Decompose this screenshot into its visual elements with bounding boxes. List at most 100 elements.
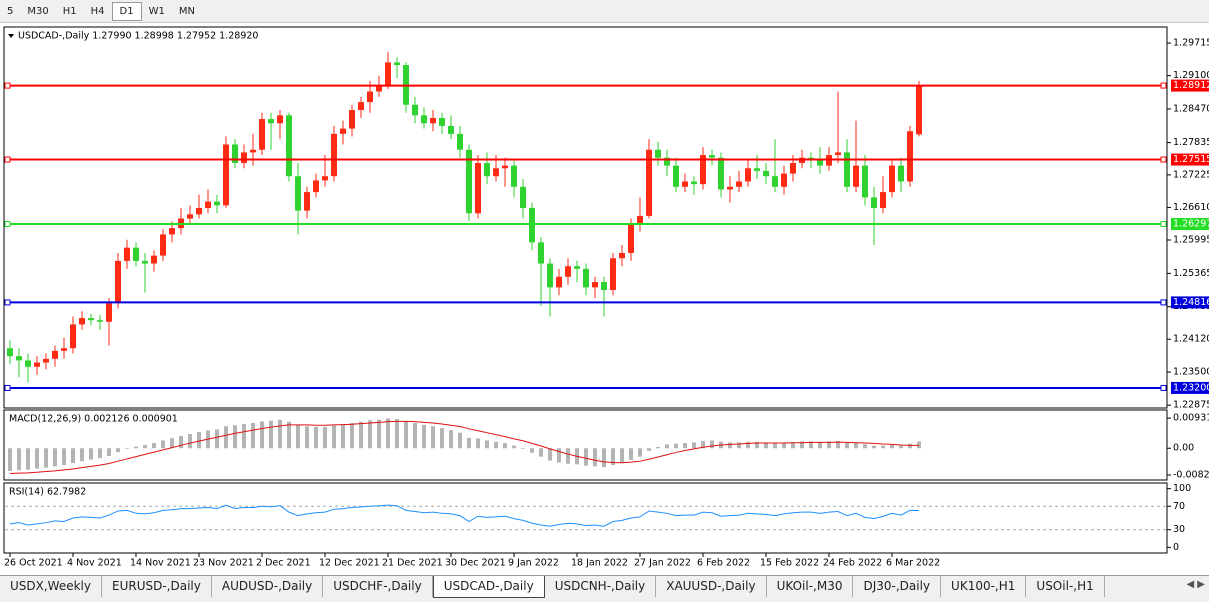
candle-body [565,266,571,277]
candle-body [115,260,121,304]
macd-bar [377,419,381,449]
x-tick-label: 27 Jan 2022 [634,558,691,569]
chart-tab[interactable]: UKOil-,M30 [767,576,854,597]
candle-body [97,320,103,322]
candle-body [268,119,274,124]
chart-tab[interactable]: USDCAD-,Daily [432,576,545,598]
candle-body [79,318,85,325]
price-tick-label: 1.26610 [1173,202,1209,213]
candle-body [412,104,418,116]
candle-body [313,180,319,193]
macd-bar [188,433,192,449]
candle-body [133,247,139,261]
macd-bar [863,444,867,449]
macd-bar [251,422,255,449]
candle-body [628,223,634,253]
candle-body [484,162,490,177]
price-tick-label: 1.29100 [1173,70,1209,81]
chart-tab[interactable]: USOil-,H1 [1026,576,1105,597]
chart-tab[interactable]: DJ30-,Daily [853,576,942,597]
macd-bar [620,448,624,464]
candle-body [466,149,472,214]
candle-body [151,255,157,264]
macd-bar [98,448,102,458]
macd-panel [3,409,1168,481]
candle-body [295,176,301,211]
candle-body [916,85,922,135]
rsi-tick-label: 100 [1173,483,1191,494]
macd-bar [530,448,534,453]
chart-tab[interactable]: UK100-,H1 [941,576,1027,597]
timeframe-button[interactable]: MN [178,5,195,17]
candle-body [583,268,589,288]
macd-bar [233,425,237,449]
candle-body [322,176,328,181]
macd-bar [548,448,552,461]
level-handle [4,156,11,163]
macd-bar [701,441,705,449]
x-tick-label: 26 Oct 2021 [4,558,63,569]
level-label-box [1171,79,1209,92]
candle-body [385,62,391,87]
rsi-tick-label: 0 [1173,542,1179,553]
candle-body [520,186,526,208]
macd-bar [8,448,12,471]
candle-body [700,155,706,185]
tab-scroll[interactable]: ◀ ▶ [1186,579,1205,590]
candle-body [124,247,130,261]
chart-tab[interactable]: USDX,Weekly [0,576,102,597]
candle-body [727,186,733,190]
candle-body [205,201,211,208]
chart-tab[interactable]: USDCHF-,Daily [323,576,433,597]
macd-bar [755,441,759,449]
timeframe-button[interactable]: M30 [27,5,49,17]
timeframe-button[interactable]: D1 [111,1,142,21]
macd-title: MACD(12,26,9) 0.002126 0.000901 [9,414,178,425]
level-label: 1.28912 [1173,80,1209,91]
x-tick-label: 6 Mar 2022 [886,558,940,569]
macd-bar [287,421,291,449]
candle-body [331,133,337,177]
candle-body [862,165,868,198]
chart-tab[interactable]: XAUUSD-,Daily [656,576,767,597]
macd-bar [746,441,750,449]
chart-tabs: USDX,Weekly EURUSD-,Daily AUDUSD-,Daily USD… [0,575,1209,602]
price-tick-label: 1.28470 [1173,103,1209,114]
timeframe-button[interactable]: 5 [7,5,14,17]
candle-body [745,168,751,182]
chart: USDCAD-,Daily 1.27990 1.28998 1.27952 1.… [3,26,1209,569]
macd-bar [899,445,903,449]
macd-bar [116,448,120,453]
candle-body [619,252,625,259]
candle-body [709,155,715,158]
x-tick-label: 12 Dec 2021 [319,558,380,569]
timeframe-button[interactable]: H4 [90,5,105,17]
macd-bar [242,423,246,449]
candle-body [898,165,904,182]
candle-body [772,176,778,187]
candle-body [871,197,877,208]
main-panel [3,26,1168,409]
macd-bar [17,448,21,471]
macd-bar [323,426,327,449]
macd-bar [179,435,183,449]
macd-tick-label: 0.009314 [1173,413,1209,424]
candle-body [196,207,202,215]
macd-bar [692,442,696,449]
chart-tab[interactable]: USDCNH-,Daily [545,576,657,597]
candle-body [43,358,49,363]
macd-bar [134,446,138,449]
chart-tab[interactable]: AUDUSD-,Daily [212,576,324,597]
macd-bar [674,443,678,449]
macd-bar [566,448,570,464]
macd-bar [827,441,831,449]
chart-tab[interactable]: EURUSD-,Daily [102,576,212,597]
price-tick-label: 1.22875 [1173,400,1209,411]
timeframe-button[interactable]: H1 [62,5,77,17]
candle-body [214,201,220,206]
macd-bar [845,443,849,449]
macd-tick-label: -0.008254 [1173,469,1209,480]
candle-body [106,303,112,322]
timeframe-button[interactable]: W1 [148,5,165,17]
